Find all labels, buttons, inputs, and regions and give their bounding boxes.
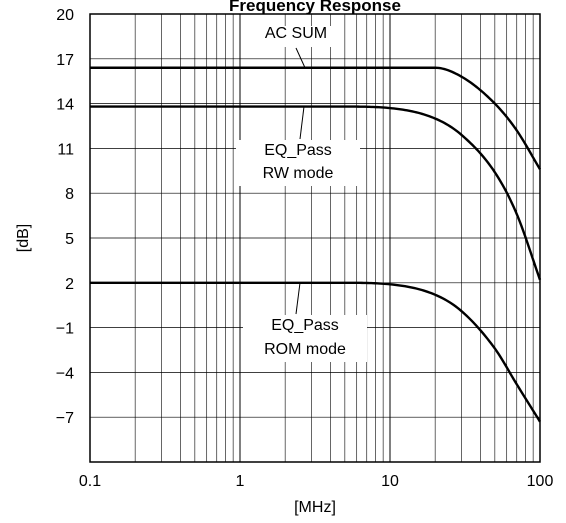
annotation-label: AC SUM xyxy=(265,25,327,42)
y-tick-label: −7 xyxy=(56,410,74,427)
annotation-background xyxy=(250,26,342,47)
series-line-3 xyxy=(90,281,542,423)
y-tick-label: 20 xyxy=(56,7,74,24)
annotation-background xyxy=(236,140,360,186)
annotation-layer: AC SUM EQ_Pass RW mode EQ_Pass ROM mode xyxy=(236,25,367,362)
y-tick-label: 2 xyxy=(65,276,74,293)
chart-title: Frequency Response xyxy=(229,0,401,15)
y-axis-title: [dB] xyxy=(15,224,32,252)
grid-major xyxy=(89,13,541,463)
x-tick-label: 10 xyxy=(381,473,399,490)
y-tick-label: 11 xyxy=(57,141,74,158)
annotation-label: EQ_Pass xyxy=(264,142,332,159)
tick-labels: 0.1 1 10 100 20 17 14 11 8 5 2 −1 −4 −7 xyxy=(56,7,554,490)
annotation-leader xyxy=(299,106,305,140)
y-tick-label: −1 xyxy=(56,321,74,338)
plot-frame xyxy=(89,13,541,463)
annotation-background xyxy=(243,315,367,362)
annotation-label: ROM mode xyxy=(264,341,346,358)
y-tick-label: 14 xyxy=(56,97,74,114)
annotation-leader xyxy=(295,282,301,315)
series-line-1 xyxy=(90,66,542,170)
series-layer xyxy=(90,66,542,423)
x-tick-label: 100 xyxy=(527,473,554,490)
y-tick-label: 8 xyxy=(65,186,74,203)
y-tick-label: 5 xyxy=(65,231,74,248)
annotation-label: EQ_Pass xyxy=(271,317,339,334)
annotation-label: RW mode xyxy=(263,165,334,182)
y-tick-label: −4 xyxy=(56,365,74,382)
x-tick-label: 1 xyxy=(236,473,245,490)
series-line-2 xyxy=(90,105,542,281)
x-tick-label: 0.1 xyxy=(79,473,101,490)
y-tick-label: 17 xyxy=(56,52,74,69)
annotation-leader xyxy=(295,47,306,68)
x-axis-title: [MHz] xyxy=(294,499,336,516)
